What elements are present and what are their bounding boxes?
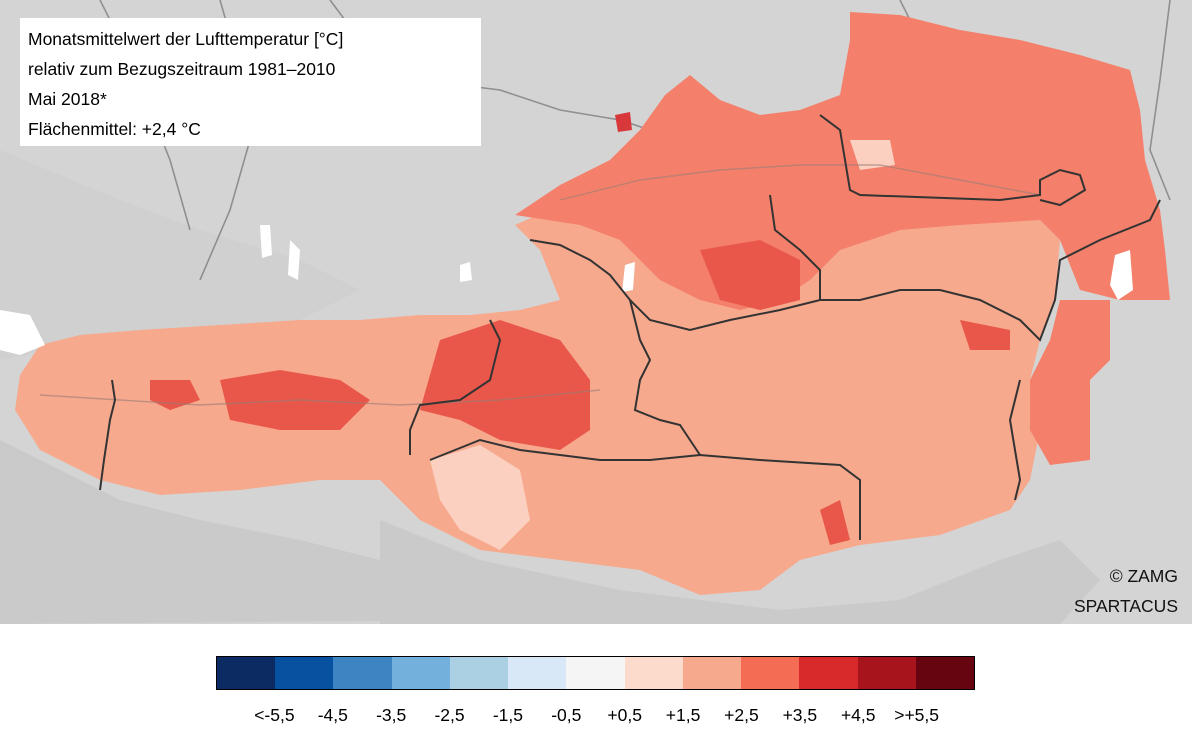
legend-swatch-11 — [857, 657, 916, 689]
warm-spot-north-edge — [615, 112, 632, 132]
legend-swatch-3 — [391, 657, 450, 689]
legend-swatch-2 — [333, 657, 392, 689]
legend-color-bar — [216, 656, 975, 690]
legend-swatch-6 — [566, 657, 625, 689]
legend-swatch-1 — [275, 657, 334, 689]
legend-swatch-5 — [508, 657, 567, 689]
legend-label-5: -0,5 — [551, 705, 582, 725]
cool-spots — [430, 140, 895, 550]
legend-label-1: -4,5 — [317, 705, 348, 725]
legend-label-8: +2,5 — [724, 705, 759, 725]
legend-swatch-0 — [217, 657, 276, 689]
legend-label-10: +4,5 — [840, 705, 876, 725]
legend-swatch-10 — [799, 657, 858, 689]
relief-shading — [0, 150, 1100, 624]
credit-spartacus: SPARTACUS — [1073, 596, 1178, 616]
legend-label-11: >+5,5 — [894, 705, 939, 725]
warm-spots — [150, 240, 1010, 545]
legend-label-4: -1,5 — [492, 705, 523, 725]
title-line-3: Mai 2018* — [28, 89, 107, 109]
title-line-1: Monatsmittelwert der Lufttemperatur [°C] — [28, 29, 344, 49]
legend-labels: <-5,5 -4,5 -3,5 -2,5 -1,5 -0,5 +0,5 +1,5 +2,5 +3,… — [0, 705, 1192, 727]
state-borders — [99, 114, 1161, 540]
title-line-2: relativ zum Bezugszeitraum 1981–2010 — [28, 59, 336, 79]
legend-swatch-4 — [449, 657, 509, 689]
credit-zamg: © ZAMG — [1109, 566, 1178, 586]
legend-label-7: +1,5 — [665, 705, 701, 725]
region-east-warm — [1030, 300, 1110, 465]
legend-label-6: +0,5 — [607, 705, 642, 725]
legend-label-0: <-5,5 — [254, 705, 295, 725]
legend-label-2: -3,5 — [376, 705, 407, 725]
legend-swatch-9 — [741, 657, 800, 689]
title-line-4: Flächenmittel: +2,4 °C — [28, 119, 201, 139]
region-north — [515, 12, 1170, 310]
legend-swatch-8 — [682, 657, 742, 689]
legend-label-9: +3,5 — [782, 705, 818, 725]
temperature-anomaly-map — [0, 0, 1192, 624]
internal-rivers — [39, 164, 1041, 406]
legend-label-3: -2,5 — [434, 705, 465, 725]
legend-swatch-12 — [915, 657, 975, 689]
map-info-box: Monatsmittelwert der Lufttemperatur [°C]… — [20, 18, 481, 146]
lakes — [0, 225, 1133, 355]
legend-swatch-7 — [624, 657, 683, 689]
